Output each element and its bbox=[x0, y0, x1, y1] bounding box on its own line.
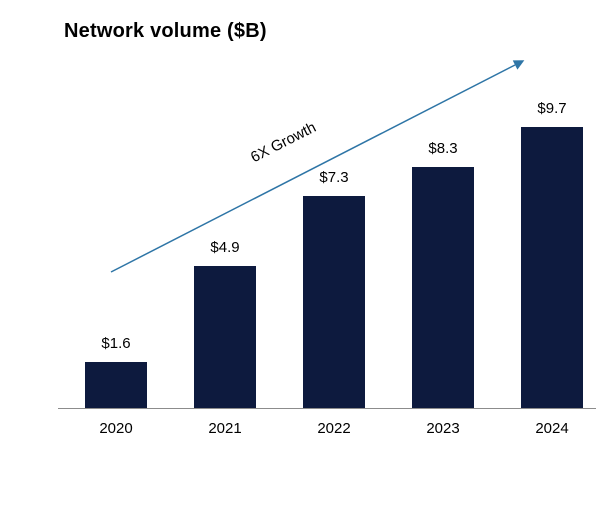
x-axis-label: 2024 bbox=[535, 420, 569, 437]
x-axis bbox=[58, 408, 596, 409]
bar-2021 bbox=[194, 266, 256, 408]
x-axis-label: 2023 bbox=[426, 420, 460, 437]
bar-2024 bbox=[521, 127, 583, 408]
x-axis-label: 2020 bbox=[99, 420, 133, 437]
chart-title: Network volume ($B) bbox=[64, 20, 267, 42]
bar-value-label: $8.3 bbox=[428, 140, 458, 157]
bar-2020 bbox=[85, 362, 147, 408]
x-axis-label: 2022 bbox=[317, 420, 351, 437]
bar-2022 bbox=[303, 196, 365, 408]
bar-value-label: $1.6 bbox=[101, 335, 131, 352]
bar-value-label: $4.9 bbox=[210, 239, 240, 256]
growth-annotation: 6X Growth bbox=[248, 118, 319, 167]
bar-value-label: $9.7 bbox=[537, 100, 567, 117]
bar-2023 bbox=[412, 167, 474, 408]
bar-value-label: $7.3 bbox=[319, 169, 349, 186]
x-axis-label: 2021 bbox=[208, 420, 242, 437]
